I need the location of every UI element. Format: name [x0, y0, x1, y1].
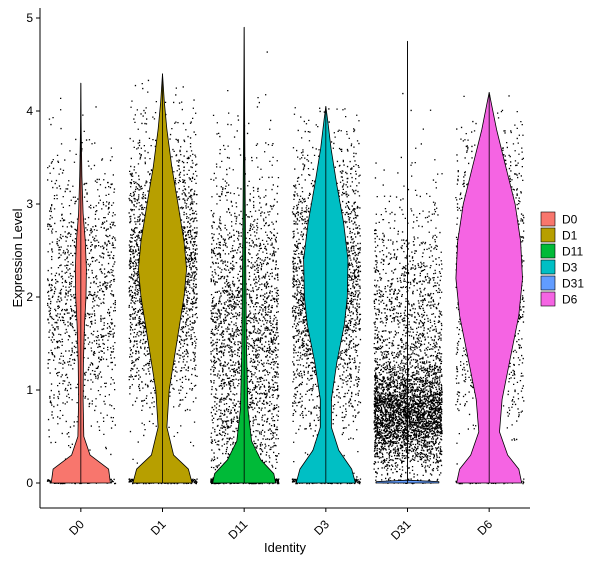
y-tick-label: 4: [26, 104, 33, 118]
jitter-points-layer: [46, 51, 525, 485]
axes-layer: [39, 8, 530, 509]
x-tick-label: D31: [388, 517, 414, 543]
y-tick-label: 2: [26, 290, 33, 304]
points-D11: [210, 51, 280, 485]
legend-swatch-D3: [540, 259, 556, 275]
y-tick-label: 5: [26, 11, 33, 25]
points-D0: [46, 97, 117, 485]
legend-label-D31: D31: [562, 277, 584, 291]
y-tick-label: 3: [26, 197, 33, 211]
legend-swatch-D1: [540, 227, 556, 243]
x-tick-label: D0: [66, 517, 87, 538]
legend-swatch-D6: [540, 291, 556, 307]
points-D1: [128, 79, 198, 485]
points-D3: [291, 107, 362, 485]
legend-label-D0: D0: [562, 213, 578, 227]
y-axis-title: Expression Level: [10, 208, 25, 307]
y-tick-label: 1: [26, 383, 33, 397]
x-tick-label: D3: [311, 517, 332, 538]
legend-swatch-D31: [540, 275, 556, 291]
y-tick-label: 0: [26, 476, 33, 490]
violins-layer: [50, 26, 523, 484]
legend: D0 D1 D11 D3 D31 D6: [540, 211, 584, 307]
points-D31: [373, 92, 443, 485]
x-axis-title: Identity: [264, 540, 306, 555]
x-tick-label: D6: [475, 517, 496, 538]
points-D6: [455, 94, 525, 485]
legend-label-D1: D1: [562, 229, 578, 243]
x-ticks: D0 D1 D11 D3 D31 D6: [66, 508, 496, 543]
legend-label-D3: D3: [562, 261, 578, 275]
x-tick-label: D11: [225, 517, 250, 542]
legend-swatch-D0: [540, 211, 556, 227]
legend-label-D11: D11: [562, 245, 583, 259]
x-tick-label: D1: [148, 517, 169, 538]
legend-label-D6: D6: [562, 293, 578, 307]
y-ticks: 0 1 2 3 4 5: [26, 11, 40, 490]
legend-swatch-D11: [540, 243, 556, 259]
